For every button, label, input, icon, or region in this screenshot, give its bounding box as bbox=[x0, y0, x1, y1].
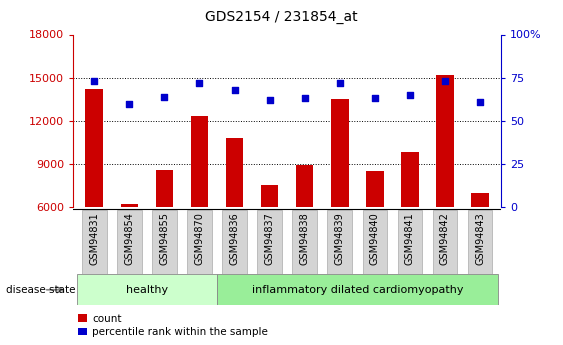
FancyBboxPatch shape bbox=[433, 210, 457, 274]
FancyBboxPatch shape bbox=[152, 210, 177, 274]
FancyBboxPatch shape bbox=[187, 210, 212, 274]
Text: healthy: healthy bbox=[126, 285, 168, 295]
FancyBboxPatch shape bbox=[257, 210, 282, 274]
Text: GSM94831: GSM94831 bbox=[89, 213, 99, 265]
Bar bbox=[155, 170, 173, 207]
Point bbox=[476, 99, 485, 105]
Bar bbox=[226, 138, 243, 207]
FancyBboxPatch shape bbox=[363, 210, 387, 274]
Bar bbox=[331, 99, 348, 207]
Text: GSM94841: GSM94841 bbox=[405, 213, 415, 265]
Point bbox=[405, 92, 414, 98]
Point bbox=[440, 78, 449, 84]
Bar bbox=[296, 165, 314, 207]
Bar bbox=[217, 274, 498, 305]
Bar bbox=[191, 117, 208, 207]
FancyBboxPatch shape bbox=[292, 210, 317, 274]
Point bbox=[90, 78, 99, 84]
FancyBboxPatch shape bbox=[468, 210, 492, 274]
Text: GSM94837: GSM94837 bbox=[265, 213, 275, 265]
Bar bbox=[436, 75, 454, 207]
Bar bbox=[120, 204, 138, 207]
Text: GSM94842: GSM94842 bbox=[440, 213, 450, 265]
Text: GSM94843: GSM94843 bbox=[475, 213, 485, 265]
Point bbox=[125, 101, 134, 106]
Point bbox=[265, 97, 274, 103]
Text: GSM94870: GSM94870 bbox=[194, 213, 204, 265]
FancyBboxPatch shape bbox=[82, 210, 106, 274]
Text: GSM94839: GSM94839 bbox=[335, 213, 345, 265]
Point bbox=[335, 80, 344, 86]
Bar bbox=[401, 152, 419, 207]
Text: GSM94854: GSM94854 bbox=[124, 213, 135, 265]
Bar bbox=[77, 274, 217, 305]
Text: disease state: disease state bbox=[6, 285, 75, 295]
Point bbox=[370, 96, 379, 101]
Text: inflammatory dilated cardiomyopathy: inflammatory dilated cardiomyopathy bbox=[252, 285, 463, 295]
Text: GSM94840: GSM94840 bbox=[370, 213, 380, 265]
Point bbox=[160, 94, 169, 99]
FancyBboxPatch shape bbox=[328, 210, 352, 274]
Text: GSM94838: GSM94838 bbox=[300, 213, 310, 265]
Text: GSM94855: GSM94855 bbox=[159, 213, 169, 265]
Legend: count, percentile rank within the sample: count, percentile rank within the sample bbox=[78, 314, 268, 337]
Text: GSM94836: GSM94836 bbox=[230, 213, 239, 265]
FancyBboxPatch shape bbox=[222, 210, 247, 274]
Bar bbox=[86, 89, 103, 207]
Bar bbox=[366, 171, 383, 207]
Point bbox=[195, 80, 204, 86]
FancyBboxPatch shape bbox=[117, 210, 141, 274]
FancyBboxPatch shape bbox=[397, 210, 422, 274]
Point bbox=[230, 87, 239, 92]
Bar bbox=[261, 186, 278, 207]
Bar bbox=[471, 193, 489, 207]
Point bbox=[300, 96, 309, 101]
Text: GDS2154 / 231854_at: GDS2154 / 231854_at bbox=[205, 10, 358, 24]
